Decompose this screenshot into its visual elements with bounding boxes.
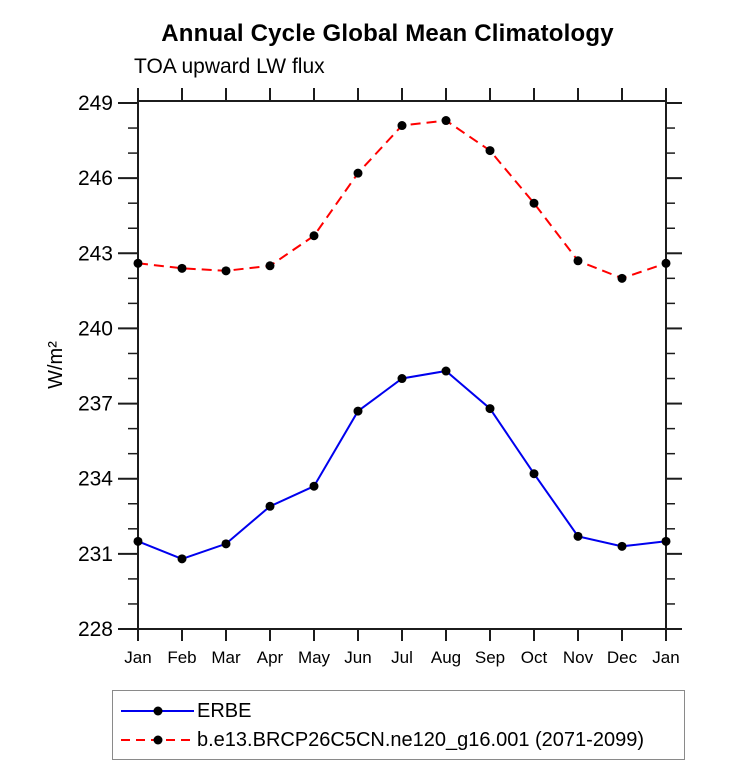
y-tick-label: 249: [78, 92, 113, 115]
data-point: [133, 536, 143, 546]
legend-marker-dot: [153, 706, 163, 715]
data-point: [309, 481, 319, 491]
x-tick-label: Oct: [521, 648, 548, 667]
data-point: [177, 263, 187, 273]
legend-marker-dot: [153, 735, 163, 744]
y-tick-label: 237: [78, 393, 113, 416]
data-point: [221, 266, 231, 276]
data-point: [485, 404, 495, 414]
data-point: [353, 406, 363, 416]
data-point: [573, 531, 583, 541]
x-tick-label: Nov: [563, 648, 594, 667]
chart-subtitle: TOA upward LW flux: [134, 55, 325, 78]
x-tick-label: Jul: [391, 648, 413, 667]
data-point: [221, 539, 231, 549]
legend-label-model: b.e13.BRCP26C5CN.ne120_g16.001 (2071-209…: [197, 728, 644, 751]
x-tick-label: Aug: [431, 648, 461, 667]
y-tick-label: 240: [78, 317, 113, 340]
legend-box: ERBE b.e13.BRCP26C5CN.ne120_g16.001 (207…: [112, 690, 685, 760]
x-tick-label: Jan: [652, 648, 679, 667]
data-point: [661, 258, 671, 268]
chart-plot-area: Jan Feb Mar Apr May Jun Jul Aug Sep Oct Nov Dec Jan 2…: [45, 88, 682, 667]
y-axis-label: W/m²: [45, 341, 67, 389]
legend-sample-dashed-line: [121, 735, 194, 744]
series-line-0: [137, 369, 667, 560]
data-point: [397, 121, 407, 131]
x-tick-label: Feb: [167, 648, 196, 667]
x-tick-label: Dec: [607, 648, 638, 667]
data-point: [661, 536, 671, 546]
x-tick-label: Mar: [211, 648, 241, 667]
data-point: [617, 541, 627, 551]
legend-entry-erbe: ERBE: [113, 701, 684, 721]
legend-label-erbe: ERBE: [197, 699, 252, 722]
data-point: [265, 261, 275, 271]
data-point: [265, 501, 275, 511]
legend-entry-model: b.e13.BRCP26C5CN.ne120_g16.001 (2071-209…: [113, 730, 684, 750]
y-tick-label: 243: [78, 242, 113, 265]
data-point: [441, 116, 451, 126]
data-point: [309, 231, 319, 241]
data-point: [529, 198, 539, 208]
data-point: [617, 273, 627, 283]
y-tick-label: 234: [78, 468, 113, 491]
y-tick-label: 231: [78, 543, 113, 566]
x-tick-label: Sep: [475, 648, 505, 667]
series-line-1: [137, 119, 667, 280]
y-tick-label: 246: [78, 167, 113, 190]
data-point: [353, 168, 363, 178]
data-point: [485, 146, 495, 156]
y-tick-label: 228: [78, 618, 113, 641]
data-point: [529, 469, 539, 479]
data-point: [441, 366, 451, 376]
data-point: [397, 374, 407, 384]
legend-sample-solid-line: [121, 706, 194, 715]
chart-title: Annual Cycle Global Mean Climatology: [161, 20, 614, 47]
x-tick-label: May: [298, 648, 331, 667]
data-point: [573, 256, 583, 266]
x-tick-label: Jan: [124, 648, 151, 667]
data-point: [177, 554, 187, 564]
x-tick-label: Apr: [257, 648, 284, 667]
x-tick-label: Jun: [344, 648, 371, 667]
data-point: [133, 258, 143, 268]
plot-frame: [137, 100, 667, 630]
